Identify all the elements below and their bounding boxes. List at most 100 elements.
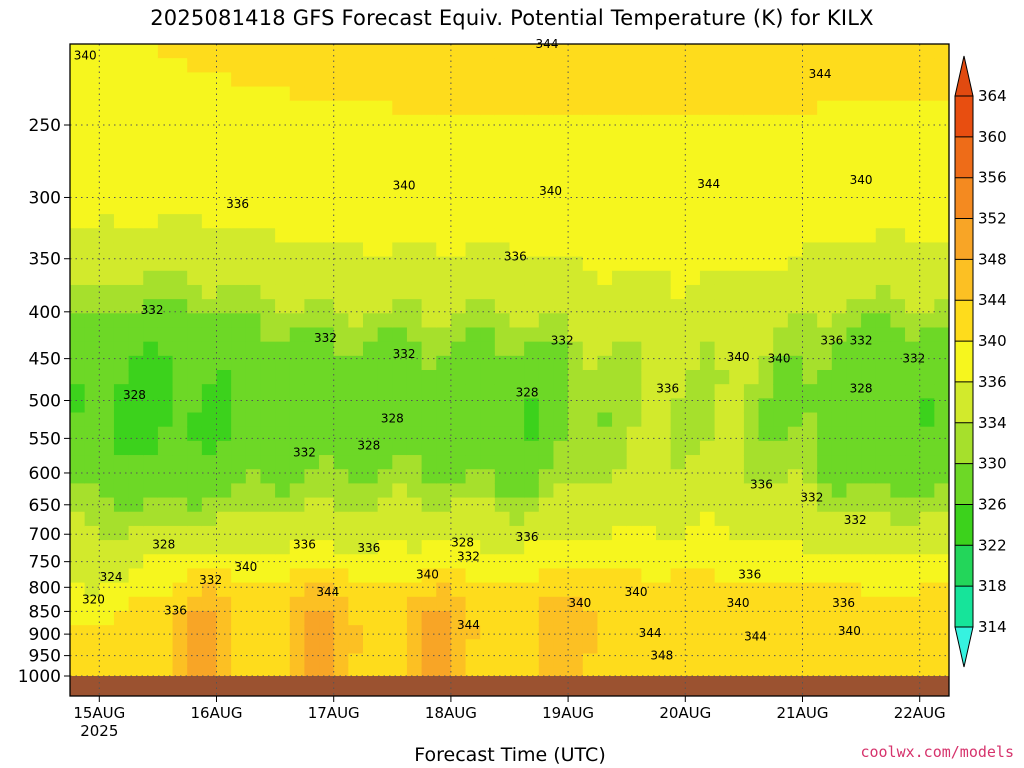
field-cell xyxy=(421,284,437,300)
field-cell xyxy=(582,540,598,555)
field-cell xyxy=(421,355,437,371)
field-cell xyxy=(494,270,511,286)
field-cell xyxy=(319,114,335,130)
field-cell xyxy=(597,185,613,201)
field-cell xyxy=(919,554,935,570)
field-cell xyxy=(919,639,935,655)
field-cell xyxy=(743,58,760,73)
field-cell xyxy=(70,256,86,272)
field-cell xyxy=(612,157,628,173)
field-cell xyxy=(319,44,335,59)
field-cell xyxy=(245,483,262,499)
field-cell xyxy=(670,185,686,201)
field-cell xyxy=(377,72,393,88)
field-cell xyxy=(890,313,906,329)
field-cell xyxy=(773,58,789,73)
field-cell xyxy=(157,568,174,584)
field-cell xyxy=(275,483,291,499)
field-cell xyxy=(509,143,525,158)
field-cell xyxy=(99,370,115,385)
field-cell xyxy=(538,440,555,456)
field-cell xyxy=(319,327,335,343)
field-cell xyxy=(875,313,891,329)
field-cell xyxy=(480,483,496,499)
field-cell xyxy=(743,370,760,385)
field-cell xyxy=(714,525,730,541)
field-cell xyxy=(831,157,848,173)
field-cell xyxy=(802,86,818,102)
field-cell xyxy=(656,327,672,343)
field-cell xyxy=(348,384,364,399)
field-cell xyxy=(465,72,481,88)
field-cell xyxy=(494,610,511,626)
field-cell xyxy=(157,540,174,555)
field-cell xyxy=(421,214,437,229)
field-cell xyxy=(846,58,862,73)
field-cell xyxy=(333,483,349,499)
contour-label: 340 xyxy=(539,184,562,198)
field-cell xyxy=(685,143,701,158)
field-cell xyxy=(553,185,569,201)
field-cell xyxy=(597,341,613,357)
field-cell xyxy=(743,228,760,244)
field-cell xyxy=(201,653,218,669)
field-cell xyxy=(172,568,188,584)
field-cell xyxy=(699,440,716,456)
field-cell xyxy=(113,44,130,59)
field-cell xyxy=(934,341,949,357)
field-cell xyxy=(70,582,86,598)
field-cell xyxy=(260,469,276,484)
field-cell xyxy=(656,554,672,570)
field-cell xyxy=(905,540,921,555)
field-cell xyxy=(568,511,584,527)
credit-link[interactable]: coolwx.com/models xyxy=(860,743,1014,761)
field-cell xyxy=(99,412,115,428)
field-cell xyxy=(201,426,218,442)
colorbar-segment xyxy=(955,259,973,301)
y-tick-label: 650 xyxy=(29,496,61,516)
field-cell xyxy=(289,58,305,73)
field-cell xyxy=(597,596,613,612)
field-cell xyxy=(363,511,379,527)
field-cell xyxy=(743,497,760,513)
field-cell xyxy=(128,58,144,73)
field-cell xyxy=(436,398,452,414)
contour-label: 336 xyxy=(226,197,249,211)
field-cell xyxy=(348,185,364,201)
field-cell xyxy=(875,143,891,158)
field-cell xyxy=(363,398,379,414)
field-cell xyxy=(128,483,144,499)
field-cell xyxy=(157,554,174,570)
field-cell xyxy=(875,525,891,541)
contour-label: 340 xyxy=(416,568,439,582)
field-cell xyxy=(392,483,408,499)
field-cell xyxy=(260,625,276,640)
field-cell xyxy=(201,341,218,357)
y-tick-label: 1000 xyxy=(18,667,61,687)
field-cell xyxy=(436,129,452,144)
field-cell xyxy=(538,412,555,428)
field-cell xyxy=(861,171,877,187)
field-cell xyxy=(773,270,789,286)
field-cell xyxy=(436,185,452,201)
field-cell xyxy=(568,398,584,414)
field-cell xyxy=(699,256,716,272)
field-cell xyxy=(817,143,833,158)
field-cell xyxy=(758,639,774,655)
field-cell xyxy=(626,483,642,499)
field-cell xyxy=(538,157,555,173)
field-cell xyxy=(494,540,511,555)
field-cell xyxy=(377,540,393,555)
field-cell xyxy=(685,256,701,272)
field-cell xyxy=(846,185,862,201)
field-cell xyxy=(670,143,686,158)
field-cell xyxy=(685,440,701,456)
field-cell xyxy=(612,129,628,144)
field-cell xyxy=(172,171,188,187)
field-cell xyxy=(494,214,511,229)
field-cell xyxy=(875,214,891,229)
field-cell xyxy=(773,284,789,300)
field-cell xyxy=(436,540,452,555)
contour-label: 336 xyxy=(656,381,679,395)
field-cell xyxy=(377,44,393,59)
